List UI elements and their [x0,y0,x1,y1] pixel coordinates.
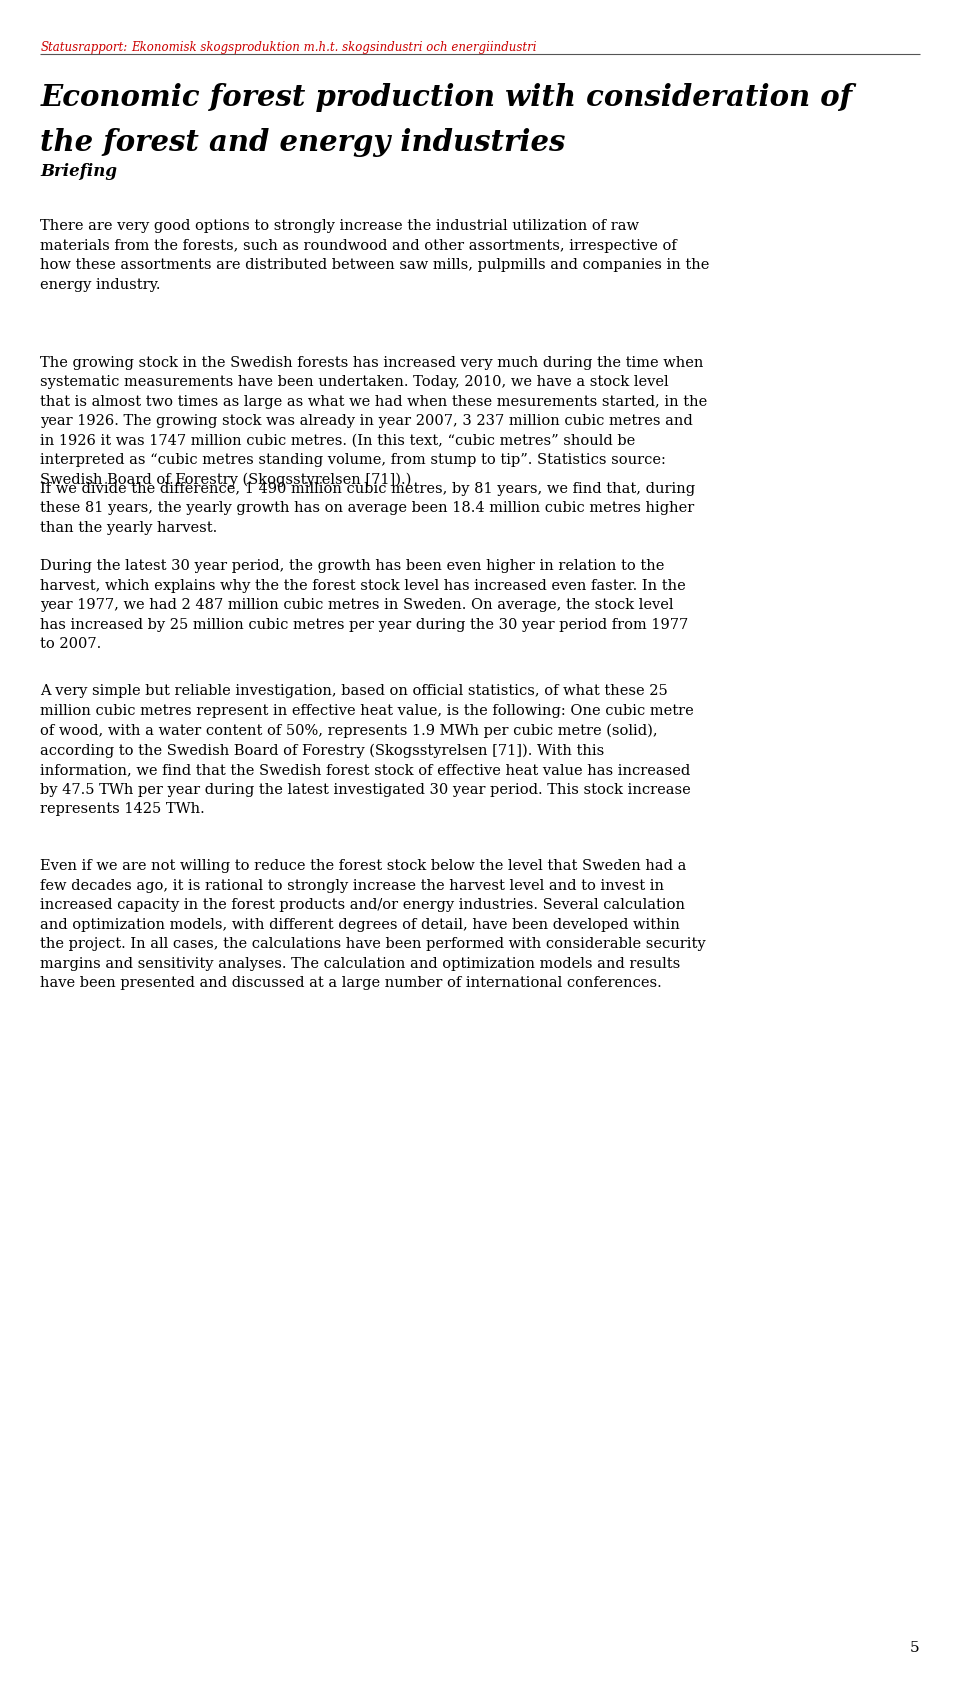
Text: Briefing: Briefing [40,163,117,180]
Text: 5: 5 [910,1641,920,1655]
Text: During the latest 30 year period, the growth has been even higher in relation to: During the latest 30 year period, the gr… [40,559,688,652]
Text: Economic forest production with consideration of: Economic forest production with consider… [40,83,852,111]
Text: The growing stock in the Swedish forests has increased very much during the time: The growing stock in the Swedish forests… [40,356,708,487]
Text: If we divide the difference, 1 490 million cubic metres, by 81 years, we find th: If we divide the difference, 1 490 milli… [40,482,695,534]
Text: Statusrapport:: Statusrapport: [40,42,128,54]
Text: There are very good options to strongly increase the industrial utilization of r: There are very good options to strongly … [40,219,709,292]
Text: Ekonomisk skogsproduktion m.h.t. skogsindustri och energiindustri: Ekonomisk skogsproduktion m.h.t. skogsin… [132,42,537,54]
Text: A very simple but reliable investigation, based on official statistics, of what : A very simple but reliable investigation… [40,684,694,816]
Text: Even if we are not willing to reduce the forest stock below the level that Swede: Even if we are not willing to reduce the… [40,859,706,991]
Text: the forest and energy industries: the forest and energy industries [40,128,565,157]
